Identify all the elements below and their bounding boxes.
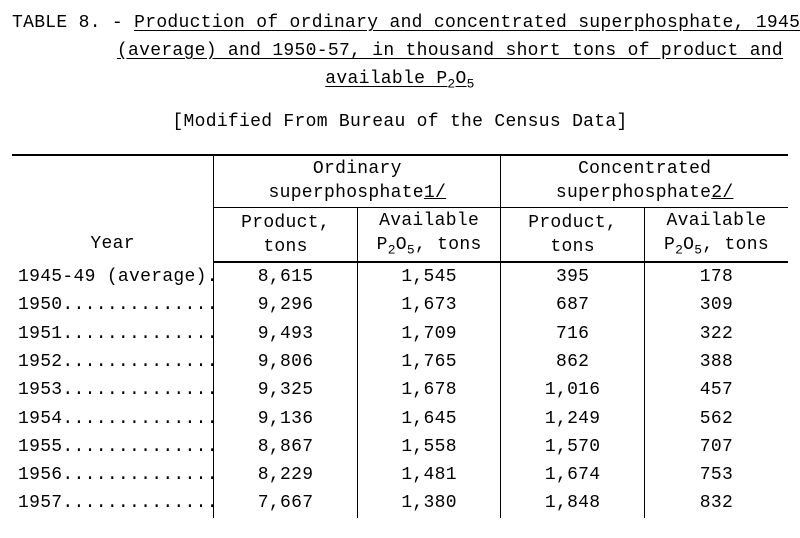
table-row: 1956...............8,2291,4811,674753 xyxy=(12,461,788,489)
cell-ord-p2o5: 1,673 xyxy=(357,291,501,319)
cell-ord-product: 9,136 xyxy=(214,405,358,433)
table-row: 1957...............7,6671,3801,848832 xyxy=(12,489,788,517)
cell-year: 1954............... xyxy=(12,405,214,433)
cell-ord-p2o5: 1,709 xyxy=(357,320,501,348)
table-body: 1945-49 (average)...8,6151,5453951781950… xyxy=(12,262,788,518)
cell-conc-p2o5: 753 xyxy=(644,461,788,489)
cell-ord-product: 9,325 xyxy=(214,376,358,404)
cell-ord-p2o5: 1,678 xyxy=(357,376,501,404)
cell-ord-p2o5: 1,558 xyxy=(357,433,501,461)
cell-conc-p2o5: 322 xyxy=(644,320,788,348)
cell-conc-product: 395 xyxy=(501,262,645,291)
table-title: TABLE 8. - Production of ordinary and co… xyxy=(12,10,788,94)
cell-year: 1953............... xyxy=(12,376,214,404)
table-row: 1953...............9,3251,6781,016457 xyxy=(12,376,788,404)
cell-year: 1956............... xyxy=(12,461,214,489)
cell-conc-product: 687 xyxy=(501,291,645,319)
cell-ord-p2o5: 1,380 xyxy=(357,489,501,517)
cell-conc-product: 1,249 xyxy=(501,405,645,433)
cell-conc-p2o5: 707 xyxy=(644,433,788,461)
cell-ord-p2o5: 1,545 xyxy=(357,262,501,291)
cell-year: 1957............... xyxy=(12,489,214,517)
cell-ord-p2o5: 1,481 xyxy=(357,461,501,489)
col-header-ord-p2o5: AvailableP2O5, tons xyxy=(357,208,501,262)
cell-ord-product: 8,615 xyxy=(214,262,358,291)
table-row: 1950...............9,2961,673687309 xyxy=(12,291,788,319)
cell-year: 1950............... xyxy=(12,291,214,319)
title-prefix: TABLE 8. - xyxy=(12,13,134,33)
superphosphate-table: Year Ordinary superphosphate1/ Concentra… xyxy=(12,154,788,517)
cell-year: 1945-49 (average)... xyxy=(12,262,214,291)
title-line-3: available P2O5 xyxy=(325,69,474,89)
cell-conc-p2o5: 388 xyxy=(644,348,788,376)
cell-ord-product: 7,667 xyxy=(214,489,358,517)
col-header-conc-p2o5: AvailableP2O5, tons xyxy=(644,208,788,262)
col-group-concentrated: Concentrated superphosphate2/ xyxy=(501,155,788,207)
cell-conc-product: 1,848 xyxy=(501,489,645,517)
cell-conc-product: 1,016 xyxy=(501,376,645,404)
cell-ord-p2o5: 1,645 xyxy=(357,405,501,433)
cell-ord-p2o5: 1,765 xyxy=(357,348,501,376)
table-caption: [Modified From Bureau of the Census Data… xyxy=(12,112,788,132)
cell-ord-product: 9,806 xyxy=(214,348,358,376)
table-row: 1955...............8,8671,5581,570707 xyxy=(12,433,788,461)
cell-conc-p2o5: 309 xyxy=(644,291,788,319)
cell-year: 1952............... xyxy=(12,348,214,376)
cell-conc-p2o5: 832 xyxy=(644,489,788,517)
title-line-2: (average) and 1950-57, in thousand short… xyxy=(117,41,783,61)
table-row: 1954...............9,1361,6451,249562 xyxy=(12,405,788,433)
col-group-ordinary: Ordinary superphosphate1/ xyxy=(214,155,501,207)
cell-conc-product: 716 xyxy=(501,320,645,348)
cell-conc-product: 1,570 xyxy=(501,433,645,461)
cell-conc-p2o5: 457 xyxy=(644,376,788,404)
cell-ord-product: 9,493 xyxy=(214,320,358,348)
cell-conc-p2o5: 178 xyxy=(644,262,788,291)
col-header-year: Year xyxy=(12,155,214,262)
col-header-conc-product: Product,tons xyxy=(501,208,645,262)
cell-ord-product: 8,229 xyxy=(214,461,358,489)
table-row: 1945-49 (average)...8,6151,545395178 xyxy=(12,262,788,291)
cell-conc-product: 1,674 xyxy=(501,461,645,489)
cell-conc-product: 862 xyxy=(501,348,645,376)
cell-conc-p2o5: 562 xyxy=(644,405,788,433)
table-row: 1952...............9,8061,765862388 xyxy=(12,348,788,376)
cell-year: 1951............... xyxy=(12,320,214,348)
cell-year: 1955............... xyxy=(12,433,214,461)
cell-ord-product: 8,867 xyxy=(214,433,358,461)
col-header-ord-product: Product,tons xyxy=(214,208,358,262)
cell-ord-product: 9,296 xyxy=(214,291,358,319)
table-row: 1951...............9,4931,709716322 xyxy=(12,320,788,348)
title-line-1: Production of ordinary and concentrated … xyxy=(134,13,800,33)
